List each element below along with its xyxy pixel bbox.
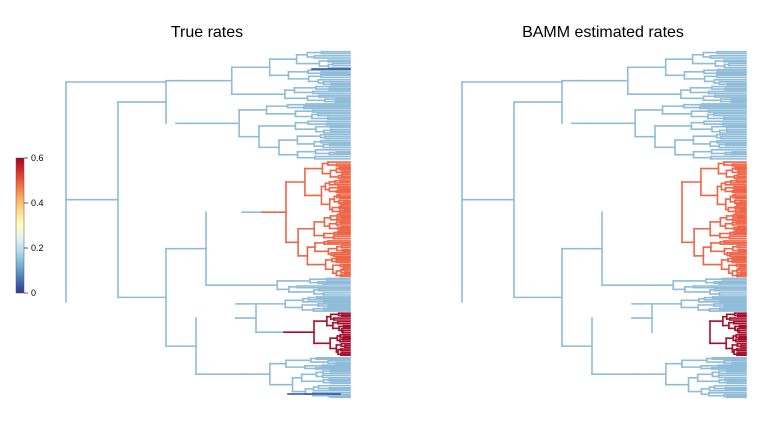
colorbar-tick-label: 0 [31,288,36,298]
colorbar-tick-label: 0.2 [31,243,44,253]
panel-bamm-rates: BAMM estimated rates [461,24,747,399]
colorbar: 0 0.2 0.4 0.6 [15,153,44,298]
tree-true-rates [65,50,351,399]
colorbar-tick-label: 0.4 [31,198,44,208]
tree-bamm-rates [461,50,747,399]
colorbar-ticks: 0 0.2 0.4 0.6 [24,153,44,298]
panel-true-rates: True rates [65,24,351,399]
panel-title-true: True rates [171,24,243,41]
colorbar-tick-label: 0.6 [31,153,44,163]
colorbar-gradient [15,157,25,294]
panel-title-bamm: BAMM estimated rates [522,24,684,41]
